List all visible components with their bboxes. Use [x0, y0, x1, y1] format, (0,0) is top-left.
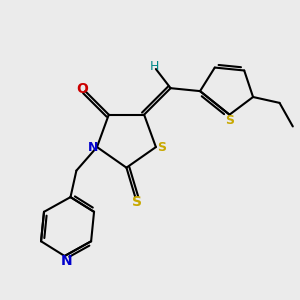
Text: S: S	[226, 114, 235, 127]
Text: H: H	[150, 60, 159, 73]
Text: S: S	[132, 194, 142, 208]
Text: N: N	[87, 141, 98, 154]
Text: S: S	[157, 141, 166, 154]
Text: N: N	[60, 254, 72, 268]
Text: O: O	[76, 82, 88, 96]
